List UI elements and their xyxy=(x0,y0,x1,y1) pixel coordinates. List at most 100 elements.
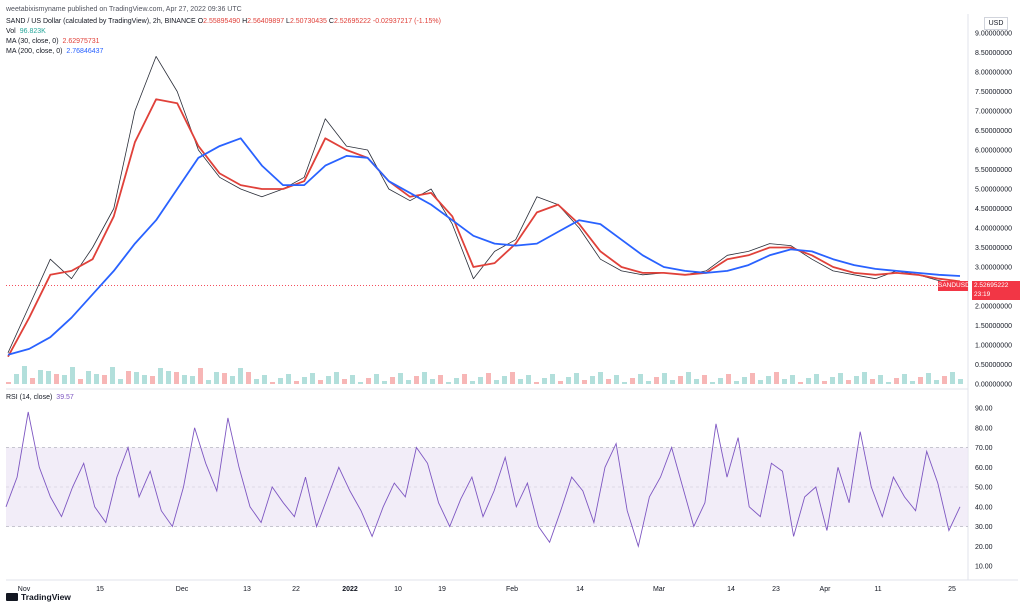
ma200-value: 2.76846437 xyxy=(66,48,104,55)
price-tick-label: 8.50000000 xyxy=(975,50,1012,57)
volume-bar xyxy=(334,372,339,384)
volume-bar xyxy=(846,380,851,384)
ohlc-value: 2.55895490 xyxy=(203,18,241,25)
volume-legend[interactable]: Vol 96.823K xyxy=(6,27,46,36)
volume-bar xyxy=(894,378,899,384)
time-tick-label: 11 xyxy=(874,586,881,593)
volume-bar xyxy=(230,376,235,384)
volume-bar xyxy=(566,377,571,384)
volume-bar xyxy=(502,376,507,384)
volume-bar xyxy=(70,367,75,384)
time-tick-label: 10 xyxy=(394,586,402,593)
volume-bar xyxy=(118,379,123,384)
tradingview-logo[interactable]: TradingView xyxy=(6,592,71,602)
volume-bar xyxy=(830,377,835,384)
volume-bar xyxy=(734,381,739,384)
volume-bar xyxy=(422,372,427,384)
time-tick-label: 15 xyxy=(96,586,104,593)
volume-bar xyxy=(246,372,251,384)
volume-bar xyxy=(6,382,11,384)
volume-bar xyxy=(590,376,595,384)
volume-bar xyxy=(414,376,419,384)
ma30-label: MA (30, close, 0) xyxy=(6,38,59,45)
volume-bars xyxy=(6,366,963,384)
price-tick-label: 5.00000000 xyxy=(975,187,1012,194)
time-tick-label: 22 xyxy=(292,586,300,593)
price-axis: 9.00000000 8.50000000 8.00000000 7.50000000… xyxy=(975,31,1012,389)
price-tick-label: 2.00000000 xyxy=(975,304,1012,311)
volume-bar xyxy=(606,379,611,384)
volume-bar xyxy=(350,375,355,384)
time-tick-label: Dec xyxy=(176,586,189,593)
volume-bar xyxy=(110,367,115,384)
volume-bar xyxy=(14,374,19,384)
volume-bar xyxy=(654,377,659,384)
last-price-value: 2.52695222 xyxy=(974,282,1009,289)
bar-countdown: 23:19 xyxy=(974,291,991,298)
volume-bar xyxy=(614,375,619,384)
time-tick-label: 14 xyxy=(576,586,584,593)
volume-bar xyxy=(126,371,131,384)
volume-bar xyxy=(190,376,195,384)
volume-bar xyxy=(902,374,907,384)
rsi-legend[interactable]: RSI (14, close) 39.57 xyxy=(6,393,74,402)
volume-bar xyxy=(78,379,83,384)
volume-bar xyxy=(550,374,555,384)
volume-bar xyxy=(958,379,963,384)
ohlc-value: 2.50730435 xyxy=(289,18,327,25)
rsi-tick-label: 10.00 xyxy=(975,564,993,571)
ma30-value: 2.62975731 xyxy=(62,38,100,45)
volume-bar xyxy=(174,372,179,384)
volume-bar xyxy=(150,376,155,384)
volume-bar xyxy=(166,371,171,384)
ohlc-values: O2.55895490 H2.56409897 L2.50730435 C2.5… xyxy=(198,18,441,25)
rsi-tick-label: 90.00 xyxy=(975,406,993,413)
symbol-title: SAND / US Dollar (calculated by TradingV… xyxy=(6,18,196,25)
price-tick-label: 7.50000000 xyxy=(975,89,1012,96)
volume-bar xyxy=(766,376,771,384)
volume-bar xyxy=(926,373,931,384)
volume-bar xyxy=(454,378,459,384)
volume-bar xyxy=(630,378,635,384)
rsi-tick-label: 30.00 xyxy=(975,524,993,531)
volume-bar xyxy=(814,374,819,384)
ma30-legend[interactable]: MA (30, close, 0) 2.62975731 xyxy=(6,37,100,46)
ma200-legend[interactable]: MA (200, close, 0) 2.76846437 xyxy=(6,47,103,56)
publisher-credit: weetabixismyname published on TradingVie… xyxy=(6,6,242,13)
price-tick-label: 9.00000000 xyxy=(975,31,1012,38)
volume-bar xyxy=(438,375,443,384)
volume-bar xyxy=(702,375,707,384)
volume-bar xyxy=(382,381,387,384)
time-tick-label: Feb xyxy=(506,586,518,593)
volume-bar xyxy=(622,382,627,384)
currency-label[interactable]: USD xyxy=(984,17,1008,30)
volume-bar xyxy=(302,377,307,384)
volume-bar xyxy=(718,378,723,384)
volume-bar xyxy=(198,368,203,384)
price-tick-label: 1.00000000 xyxy=(975,343,1012,350)
volume-bar xyxy=(278,378,283,384)
price-tick-label: 8.00000000 xyxy=(975,70,1012,77)
volume-bar xyxy=(918,377,923,384)
volume-bar xyxy=(558,381,563,384)
volume-bar xyxy=(686,372,691,384)
volume-bar xyxy=(806,378,811,384)
rsi-tick-label: 80.00 xyxy=(975,425,993,432)
price-tick-label: 7.00000000 xyxy=(975,109,1012,116)
rsi-line xyxy=(5,411,961,549)
volume-bar xyxy=(486,373,491,384)
volume-bar xyxy=(598,372,603,384)
volume-bar xyxy=(206,380,211,384)
rsi-tick-label: 70.00 xyxy=(975,445,993,452)
tradingview-logo-icon xyxy=(6,593,18,601)
logo-text: TradingView xyxy=(21,592,71,602)
time-tick-label: 25 xyxy=(948,586,956,593)
ohlc-value: 2.56409897 xyxy=(247,18,285,25)
time-tick-label: 2022 xyxy=(342,586,358,593)
volume-bar xyxy=(462,374,467,384)
time-tick-label: Apr xyxy=(820,586,832,593)
volume-bar xyxy=(390,377,395,384)
time-tick-label: 19 xyxy=(438,586,446,593)
time-tick-label: 23 xyxy=(772,586,780,593)
